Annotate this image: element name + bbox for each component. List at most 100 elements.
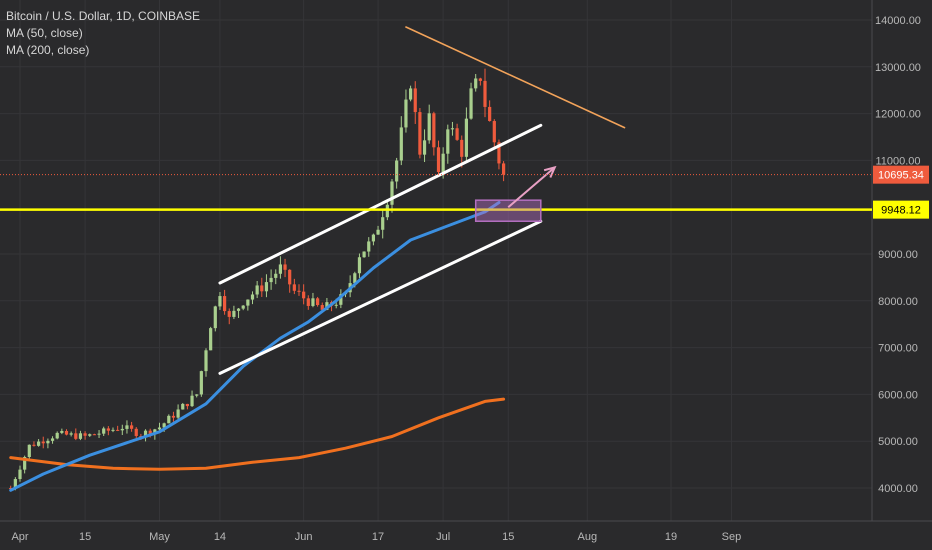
candle-body xyxy=(125,425,129,429)
candle-body xyxy=(427,113,431,141)
candle-body xyxy=(488,106,492,122)
ma50-legend-label[interactable]: MA (50, close) xyxy=(6,26,83,40)
candle-body xyxy=(260,285,264,292)
candle-body xyxy=(106,428,110,431)
support-price-label-bg xyxy=(873,200,929,219)
x-tick-label: 14 xyxy=(214,531,226,543)
x-tick-label: 15 xyxy=(502,531,514,543)
candle-body xyxy=(176,409,180,418)
x-tick-label: Apr xyxy=(11,531,28,543)
candle-body xyxy=(97,433,101,435)
y-tick-label: 9000.00 xyxy=(878,249,918,261)
candle-body xyxy=(362,251,366,258)
candle-body xyxy=(50,438,55,441)
candle-body xyxy=(130,425,134,429)
candle-body xyxy=(27,444,31,458)
candle-body xyxy=(339,294,343,305)
candle-body xyxy=(292,284,296,291)
candle-body xyxy=(311,298,315,306)
y-tick-label: 7000.00 xyxy=(878,343,918,355)
candle-body xyxy=(418,112,422,155)
candle-body xyxy=(37,441,41,446)
candle-body xyxy=(218,296,222,307)
grid xyxy=(0,0,872,521)
ma200-legend-label[interactable]: MA (200, close) xyxy=(6,43,90,57)
candle-body xyxy=(83,433,87,436)
y-tick-label: 14000.00 xyxy=(875,15,921,27)
candle-body xyxy=(236,308,241,311)
candle-body xyxy=(302,291,306,299)
candle-body xyxy=(357,257,362,274)
projection-arrow xyxy=(507,166,556,208)
candle-body xyxy=(264,282,269,292)
y-tick-label: 6000.00 xyxy=(878,389,918,401)
current-price-label-bg xyxy=(873,165,929,184)
candle-body xyxy=(74,433,78,439)
candle-body xyxy=(246,299,250,306)
candle-body xyxy=(185,403,189,407)
candle-body xyxy=(460,139,464,157)
chart-legend: Bitcoin / U.S. Dollar, 1D, COINBASE MA (… xyxy=(6,8,200,59)
candle-body xyxy=(450,128,455,130)
candle-body xyxy=(213,306,217,329)
candle-body xyxy=(413,88,417,113)
candle-body xyxy=(134,428,138,436)
symbol-title[interactable]: Bitcoin / U.S. Dollar, 1D, COINBASE xyxy=(6,9,201,23)
current-price-label: 10695.34 xyxy=(878,170,924,182)
candle-body xyxy=(78,433,83,439)
candle-body xyxy=(316,298,320,306)
candle-body xyxy=(422,140,427,155)
candle-body xyxy=(167,415,171,424)
x-tick-label: Jun xyxy=(295,531,313,543)
candle-body xyxy=(199,371,203,395)
candle-body xyxy=(455,128,459,140)
x-tick-label: 17 xyxy=(372,531,384,543)
candle-body xyxy=(409,88,413,100)
candle-body xyxy=(436,147,441,173)
candle-body xyxy=(148,430,152,435)
x-tick-label: Jul xyxy=(436,531,450,543)
candle-body xyxy=(190,395,194,407)
y-tick-label: 12000.00 xyxy=(875,109,921,121)
candle-body xyxy=(404,99,408,128)
candle-body xyxy=(143,430,148,437)
candle-body xyxy=(111,429,115,431)
support-price-label: 9948.12 xyxy=(881,205,921,217)
y-axis-labels: 14000.00 13000.00 12000.00 11000.00 9000.00 8… xyxy=(875,15,921,495)
candle-body xyxy=(157,427,162,430)
candle-body xyxy=(46,440,50,444)
candle-body xyxy=(23,457,27,470)
candle-body xyxy=(55,432,59,439)
candle-body xyxy=(162,423,166,428)
x-tick-label: May xyxy=(149,531,170,543)
candle-body xyxy=(376,229,380,235)
candle-body xyxy=(92,434,96,436)
candle-body xyxy=(241,305,245,309)
candle-body xyxy=(64,430,69,435)
candle-body xyxy=(102,428,106,434)
candle-body xyxy=(478,78,482,81)
candle-body xyxy=(204,350,208,372)
candle-body xyxy=(385,204,389,218)
candle-body xyxy=(502,163,506,175)
support-zone xyxy=(474,199,542,222)
ma200-line xyxy=(9,397,506,471)
candle-body xyxy=(492,121,496,143)
candle-body xyxy=(283,264,287,270)
candle-body xyxy=(88,434,92,436)
candle-body xyxy=(9,488,13,489)
candle-body xyxy=(60,430,64,433)
x-tick-label: Aug xyxy=(578,531,598,543)
x-tick-label: 19 xyxy=(665,531,677,543)
y-tick-label: 8000.00 xyxy=(878,296,918,308)
candle-body xyxy=(306,298,310,306)
y-tick-label: 13000.00 xyxy=(875,62,921,74)
channel-lower-line xyxy=(218,219,543,375)
x-tick-label: 15 xyxy=(79,531,91,543)
candle-body xyxy=(441,153,445,173)
candle-body xyxy=(209,328,213,351)
candle-body xyxy=(353,273,357,284)
ma50-line xyxy=(9,201,501,492)
candle-body xyxy=(223,296,227,312)
